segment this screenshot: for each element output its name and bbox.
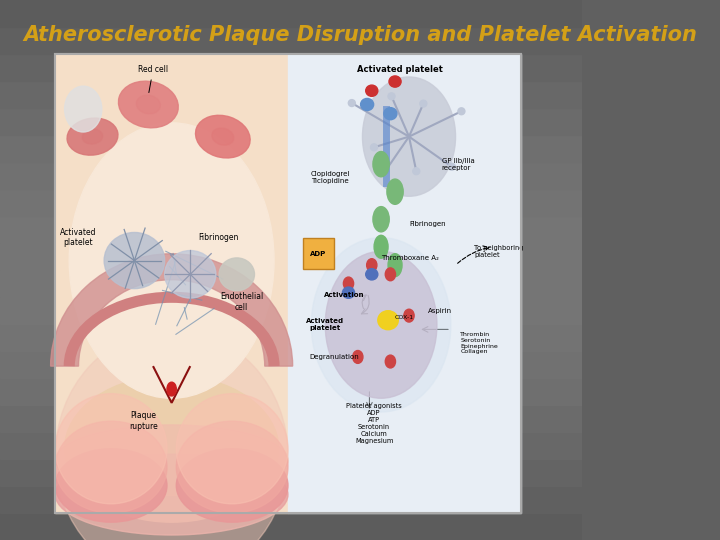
Ellipse shape [420,100,427,107]
Circle shape [219,258,254,291]
Text: Thromboxane A₂: Thromboxane A₂ [381,255,439,261]
Bar [0,216,582,243]
Ellipse shape [373,207,390,232]
Ellipse shape [366,259,377,272]
Bar [0,324,582,351]
Circle shape [384,107,397,120]
Wedge shape [50,254,292,366]
Bar [0,54,582,81]
Ellipse shape [65,86,102,132]
Ellipse shape [373,152,390,177]
Text: Activated
platelet: Activated platelet [306,318,344,332]
Ellipse shape [371,144,377,151]
Ellipse shape [136,95,161,114]
Text: Red cell: Red cell [138,65,168,92]
Bar [0,0,582,27]
Text: Degranulation: Degranulation [310,354,359,360]
Bar [55,54,288,513]
Bar [55,54,521,513]
Ellipse shape [176,421,288,513]
Ellipse shape [196,115,250,158]
Circle shape [343,287,354,298]
Ellipse shape [167,382,176,396]
Circle shape [361,98,374,111]
Circle shape [104,232,165,288]
Text: Activation: Activation [323,292,364,298]
Ellipse shape [82,129,103,144]
Bar [0,351,582,378]
Circle shape [165,251,216,298]
Ellipse shape [449,163,455,170]
Bar [0,486,582,513]
Bar [0,162,582,189]
Ellipse shape [55,425,288,496]
Text: Fibrinogen: Fibrinogen [198,233,238,242]
Ellipse shape [69,123,274,398]
Ellipse shape [374,235,388,258]
Bar [0,27,582,54]
Bar [0,81,582,108]
Ellipse shape [55,421,167,513]
Ellipse shape [176,394,288,504]
Circle shape [366,269,378,280]
Text: Aspirin: Aspirin [428,308,451,314]
Ellipse shape [212,128,234,145]
Text: Endothelial
cell: Endothelial cell [220,292,263,312]
Text: Platelet agonists
ADP
ATP
Serotonin
Calcium
Magnesium: Platelet agonists ADP ATP Serotonin Calc… [346,403,402,444]
Bar [0,378,582,405]
Text: Activated platelet: Activated platelet [357,65,443,75]
Bar [0,432,582,459]
Ellipse shape [65,375,279,522]
Ellipse shape [55,449,167,522]
Bar [0,513,582,540]
Circle shape [378,310,398,330]
Text: To neighboring
platelet: To neighboring platelet [474,245,523,258]
Bar [0,243,582,270]
Ellipse shape [404,309,414,322]
Ellipse shape [343,277,354,290]
FancyBboxPatch shape [302,238,334,269]
Bar [0,297,582,324]
Ellipse shape [458,108,465,114]
Text: Clopidogrel
Ticlopidine: Clopidogrel Ticlopidine [310,171,350,185]
Ellipse shape [311,238,451,412]
Ellipse shape [55,329,288,540]
Bar [0,270,582,297]
Bar [0,108,582,135]
Ellipse shape [55,394,167,504]
Text: Fibrinogen: Fibrinogen [409,221,446,227]
Text: Thrombin
Serotonin
Epinephrine
Collagen: Thrombin Serotonin Epinephrine Collagen [460,332,498,354]
Ellipse shape [348,99,355,106]
Text: Atherosclerotic Plaque Disruption and Platelet Activation: Atherosclerotic Plaque Disruption and Pl… [23,25,697,45]
Ellipse shape [385,355,395,368]
Text: Activated
platelet: Activated platelet [60,228,96,247]
Ellipse shape [176,449,288,522]
Text: COX-1: COX-1 [395,315,414,320]
Text: Plaque
rupture: Plaque rupture [130,411,158,431]
Ellipse shape [387,179,403,204]
Bar [0,189,582,216]
Circle shape [366,85,378,96]
Ellipse shape [413,168,420,174]
Ellipse shape [353,350,363,363]
Ellipse shape [388,93,395,100]
Ellipse shape [325,252,437,399]
Ellipse shape [388,254,402,276]
Bar [288,54,521,513]
Ellipse shape [382,167,390,174]
Ellipse shape [55,454,288,535]
Bar [55,54,521,513]
Bar [0,405,582,432]
Text: GP IIb/IIIa
receptor: GP IIb/IIIa receptor [441,158,474,171]
Bar [0,459,582,486]
Ellipse shape [362,77,456,197]
Text: ADP: ADP [310,251,326,256]
Ellipse shape [119,81,179,128]
Circle shape [389,76,401,87]
Bar [0,135,582,162]
Ellipse shape [67,118,118,155]
Ellipse shape [385,268,395,281]
